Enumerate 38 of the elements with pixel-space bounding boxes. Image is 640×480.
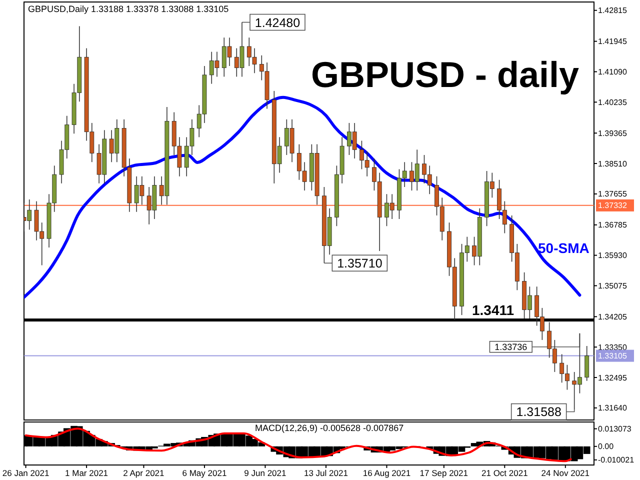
ref-line-label: 1.3411 — [472, 302, 514, 318]
annotation: GBPUSD,Daily 1.33188 1.33378 1.33088 1.33105 — [28, 4, 229, 14]
y-tick-label: 1.38510 — [598, 159, 628, 168]
text: GBPUSD - daily — [310, 54, 580, 95]
x-tick-label: 2 Apr 2021 — [123, 468, 165, 478]
x-tick-label: 13 Jul 2021 — [304, 468, 348, 478]
chart-title: MACD(12,26,9) -0.005628 -0.007867 — [255, 423, 404, 433]
annotation: 1.33736 — [494, 342, 528, 352]
y-tick-label: 1.31640 — [598, 404, 628, 413]
x-tick-label: 6 May 2021 — [182, 468, 227, 478]
x-tick-label: 24 Nov 2021 — [541, 468, 590, 478]
y-tick-label: 1.42815 — [598, 6, 628, 16]
y-tick-label: 1.41090 — [598, 68, 628, 77]
annotation: 1.35710 — [337, 256, 382, 271]
y-tick-label: 0.013073 — [598, 424, 632, 434]
x-tick-label: 16 Aug 2021 — [362, 468, 411, 478]
y-tick-label: 1.40235 — [598, 98, 628, 107]
x-tick-label: 21 Oct 2021 — [482, 468, 528, 478]
y-tick-label: -0.010021 — [598, 456, 635, 465]
y-tick-label: 1.33350 — [598, 342, 628, 352]
x-tick-label: 9 Jun 2021 — [244, 468, 287, 478]
y-tick-label: 0.00 — [598, 442, 614, 452]
x-tick-label: 26 Jan 2021 — [2, 468, 50, 478]
ref-line-label: 1.37332 — [598, 201, 628, 210]
y-tick-label: 1.36785 — [598, 220, 628, 230]
x-tick-label: 17 Sep 2021 — [420, 468, 468, 478]
y-tick-label: 1.39365 — [598, 128, 628, 138]
y-tick-label: 1.35075 — [598, 282, 628, 291]
x-tick-label: 1 Mar 2021 — [65, 468, 108, 478]
y-tick-label: 1.41945 — [598, 37, 628, 46]
y-tick-label: 1.32495 — [598, 373, 628, 382]
y-tick-label: 1.37655 — [598, 190, 628, 199]
y-tick-label: 1.34205 — [598, 312, 628, 322]
annotation: 1.31588 — [516, 405, 562, 420]
y-tick-label: 1.35930 — [598, 251, 628, 260]
ref-line-label: 1.33105 — [598, 352, 628, 361]
annotation: 1.42480 — [254, 16, 300, 30]
series-label: 50-SMA — [538, 240, 590, 256]
